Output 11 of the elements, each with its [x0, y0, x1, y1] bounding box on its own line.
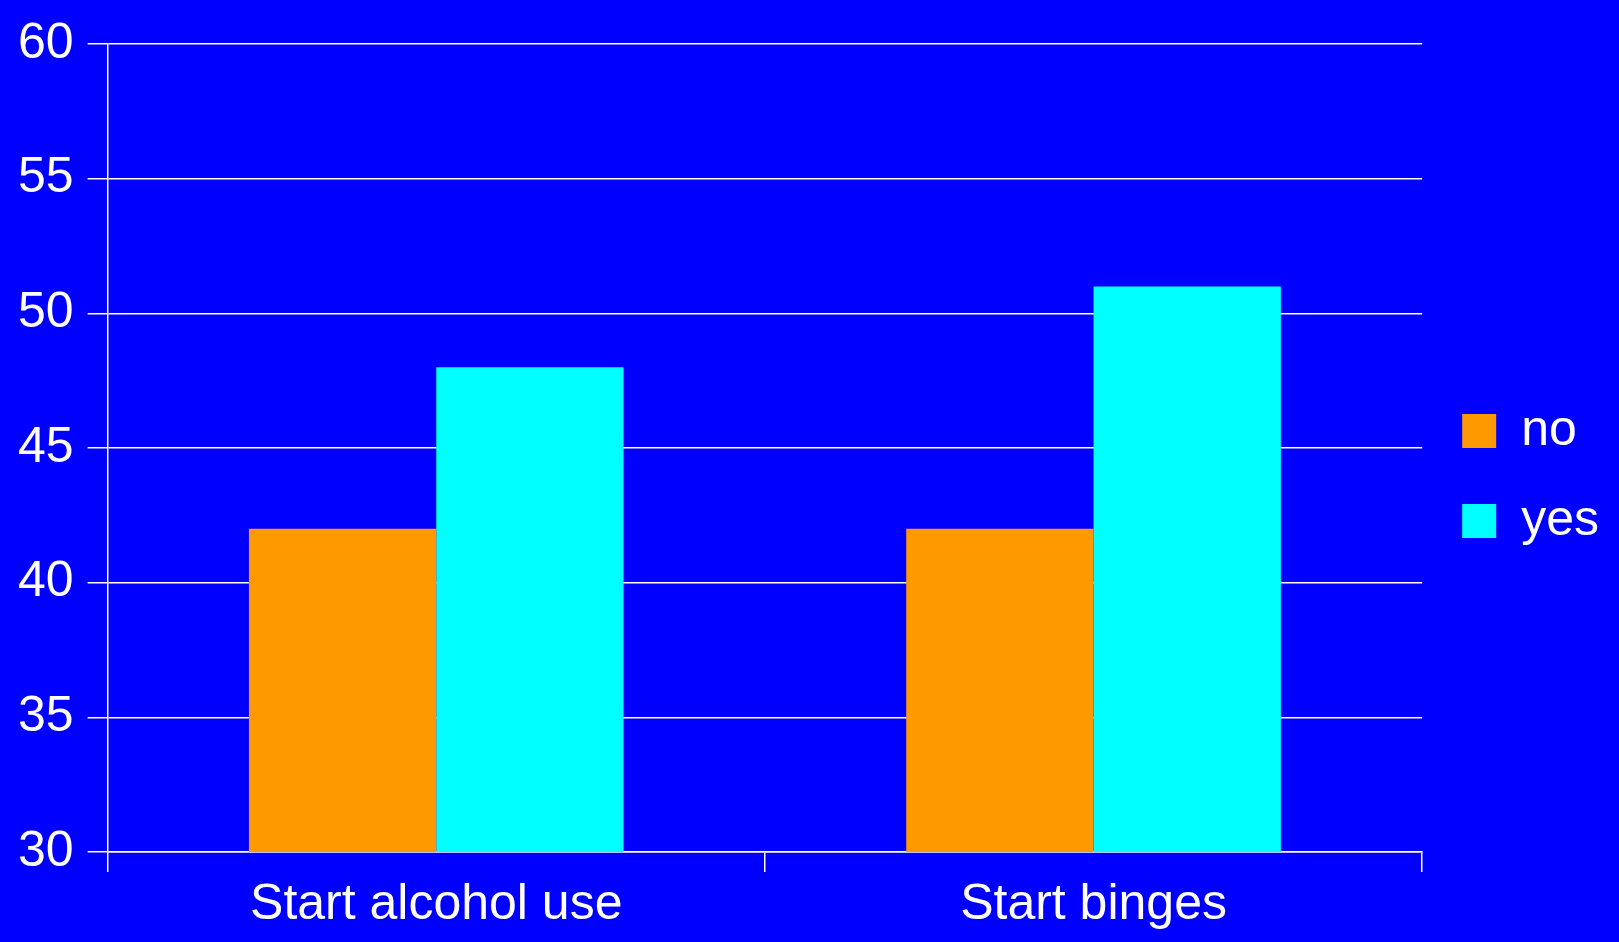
y-tick-label: 35	[17, 686, 74, 743]
y-tick-label: 50	[17, 282, 74, 339]
y-tick-label: 60	[17, 12, 74, 69]
legend-label: yes	[1521, 489, 1599, 546]
x-tick-label: Start binges	[960, 873, 1227, 930]
x-tick-label: Start alcohol use	[250, 873, 623, 930]
legend-label: no	[1521, 399, 1577, 456]
y-tick-label: 45	[17, 416, 74, 473]
y-tick-label: 55	[17, 147, 74, 204]
y-tick-label: 30	[17, 820, 74, 877]
y-tick-label: 40	[17, 551, 74, 608]
